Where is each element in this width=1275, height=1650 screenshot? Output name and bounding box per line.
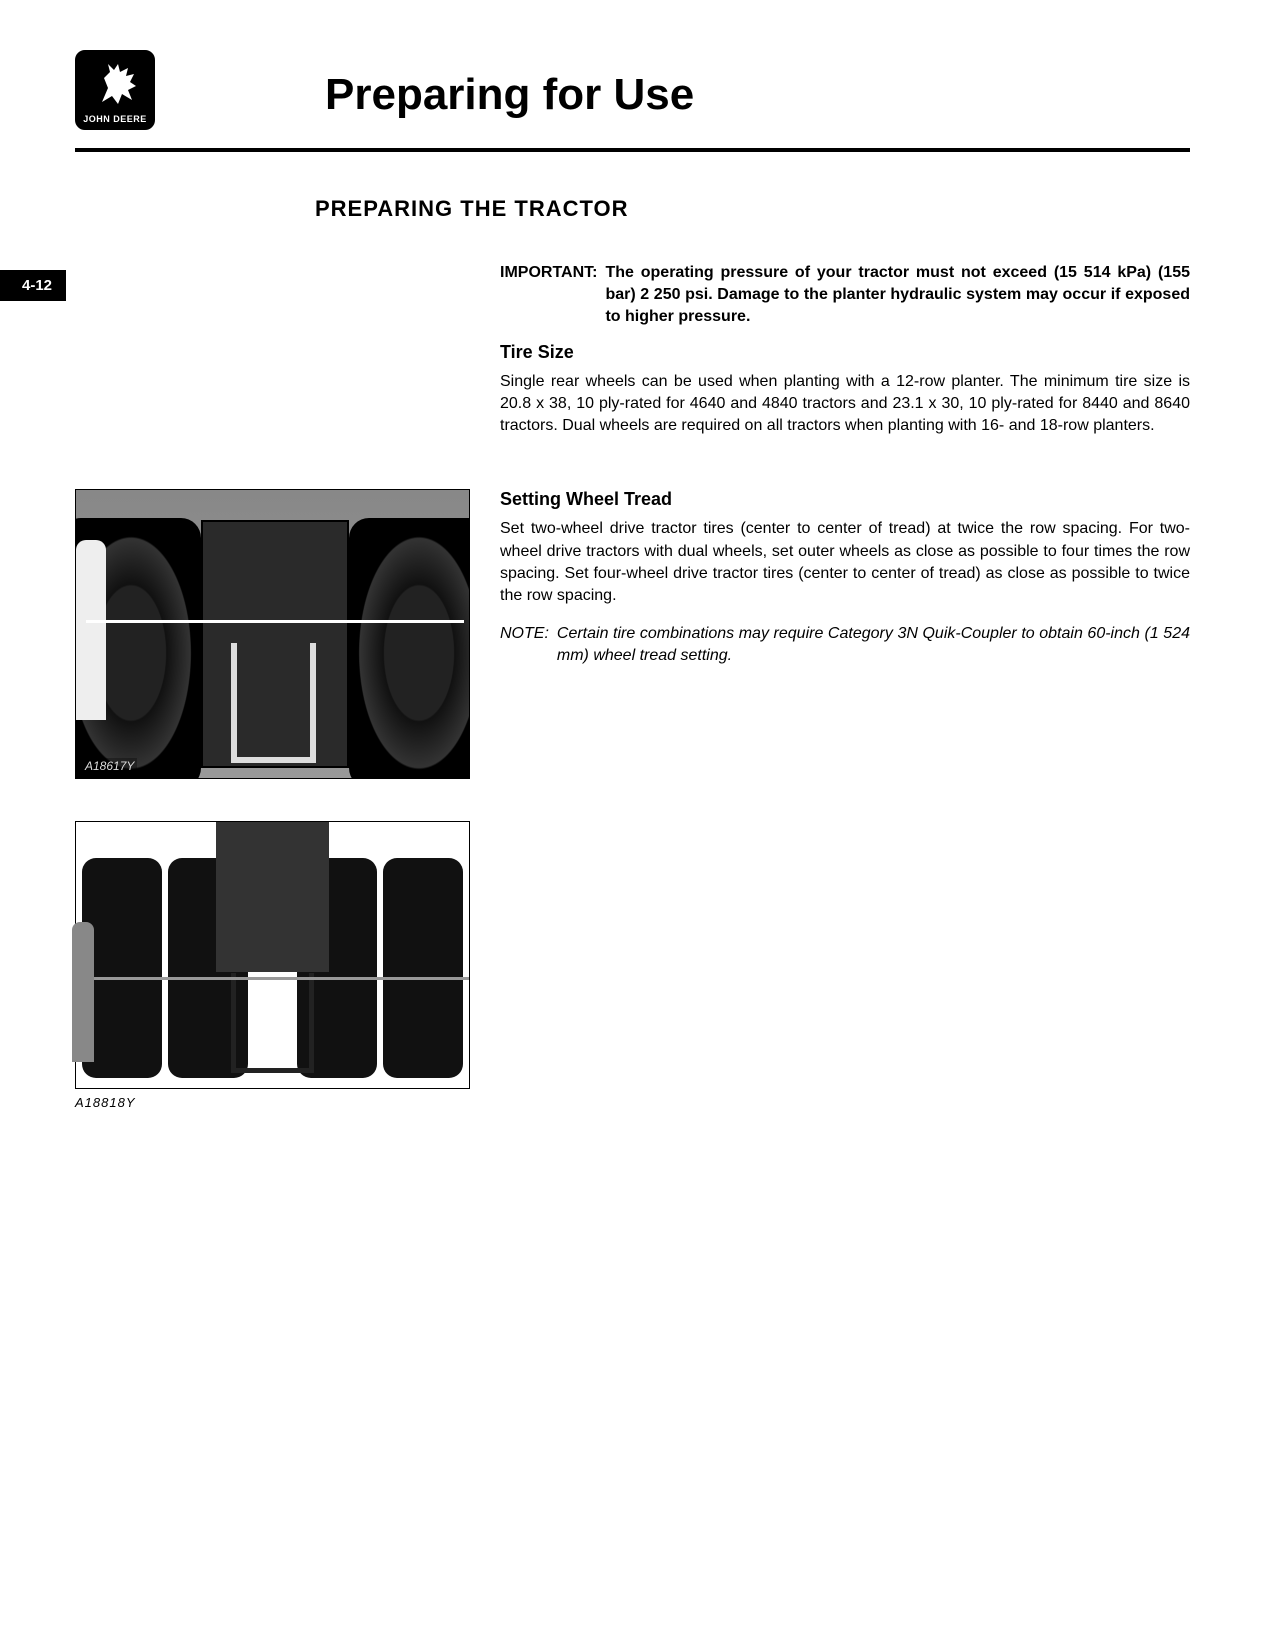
page-title: Preparing for Use: [325, 70, 694, 120]
wheel-tread-body: Set two-wheel drive tractor tires (cente…: [500, 518, 1190, 606]
section-heading: PREPARING THE TRACTOR: [315, 196, 1190, 222]
figure-2: [75, 821, 470, 1089]
note-label: NOTE:: [500, 623, 549, 667]
important-label: IMPORTANT:: [500, 262, 597, 328]
page-content: PREPARING THE TRACTOR IMPORTANT: The ope…: [75, 196, 1190, 1140]
col-left-empty: [75, 262, 470, 453]
col-left-fig2: A18818Y: [75, 821, 470, 1140]
row-fig2: A18818Y: [75, 821, 1190, 1140]
figure-1: A18617Y: [75, 489, 470, 779]
important-callout: IMPORTANT: The operating pressure of you…: [500, 262, 1190, 328]
brand-logo: JOHN DEERE: [75, 50, 155, 130]
manual-page: JOHN DEERE Preparing for Use 4-12 PREPAR…: [0, 0, 1275, 1226]
brand-text: JOHN DEERE: [83, 115, 147, 124]
col-right-intro: IMPORTANT: The operating pressure of you…: [500, 262, 1190, 453]
header-rule: [75, 148, 1190, 152]
important-text: The operating pressure of your tractor m…: [605, 262, 1190, 328]
figure-1-label: A18617Y: [82, 758, 137, 774]
wheel-tread-heading: Setting Wheel Tread: [500, 489, 1190, 510]
col-left-fig1: A18617Y: [75, 489, 470, 785]
tire-size-heading: Tire Size: [500, 342, 1190, 363]
col-right-wheel-tread: Setting Wheel Tread Set two-wheel drive …: [500, 489, 1190, 785]
row-wheel-tread: A18617Y Setting Wheel Tread Set two-whee…: [75, 489, 1190, 785]
row-intro: IMPORTANT: The operating pressure of you…: [75, 262, 1190, 453]
page-number-tab: 4-12: [0, 270, 66, 301]
tractor-single-wheel-illustration: A18617Y: [76, 490, 469, 778]
figure-2-caption: A18818Y: [75, 1095, 470, 1110]
col-right-empty: [500, 821, 1190, 1140]
tractor-dual-wheel-illustration: [76, 822, 469, 1088]
note-text: Certain tire combinations may require Ca…: [557, 623, 1190, 667]
note-callout: NOTE: Certain tire combinations may requ…: [500, 623, 1190, 667]
page-header: JOHN DEERE Preparing for Use: [75, 50, 1190, 130]
tire-size-body: Single rear wheels can be used when plan…: [500, 371, 1190, 437]
deer-icon: [94, 60, 144, 110]
